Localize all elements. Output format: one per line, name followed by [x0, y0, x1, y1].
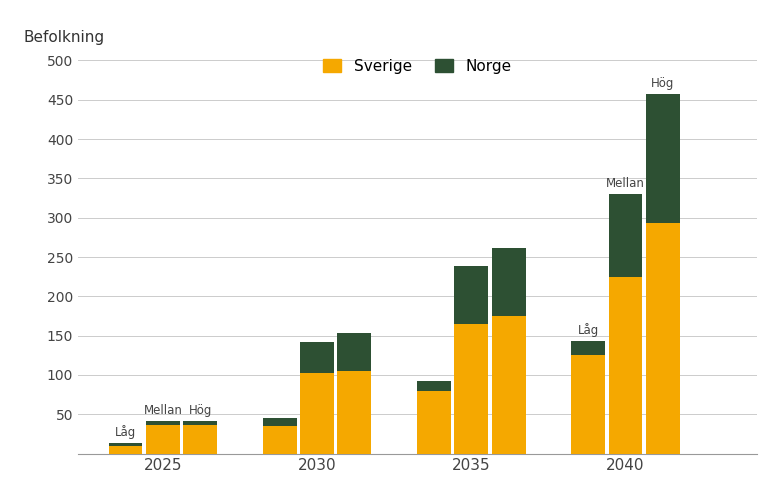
Bar: [608, 277, 643, 454]
Bar: [571, 341, 605, 355]
Text: Befolkning: Befolkning: [23, 30, 105, 45]
Bar: [646, 223, 680, 454]
Bar: [300, 373, 334, 454]
Bar: [300, 342, 334, 373]
Bar: [108, 444, 143, 446]
Bar: [146, 420, 179, 424]
Bar: [491, 316, 526, 454]
Text: Låg: Låg: [577, 323, 599, 337]
Bar: [146, 424, 179, 454]
Bar: [183, 424, 217, 454]
Bar: [183, 420, 217, 424]
Bar: [646, 94, 680, 223]
Bar: [454, 324, 488, 454]
Legend: Sverige, Norge: Sverige, Norge: [317, 52, 518, 80]
Bar: [338, 371, 371, 454]
Bar: [491, 247, 526, 316]
Text: Låg: Låg: [115, 425, 136, 439]
Bar: [108, 446, 143, 454]
Text: Hög: Hög: [189, 404, 212, 417]
Bar: [571, 355, 605, 454]
Text: Mellan: Mellan: [606, 177, 645, 190]
Text: Mellan: Mellan: [144, 404, 183, 417]
Bar: [338, 333, 371, 371]
Text: Hög: Hög: [651, 77, 675, 90]
Bar: [454, 267, 488, 324]
Bar: [263, 426, 296, 454]
Bar: [417, 381, 451, 391]
Bar: [417, 391, 451, 454]
Bar: [263, 418, 296, 426]
Bar: [608, 194, 643, 277]
